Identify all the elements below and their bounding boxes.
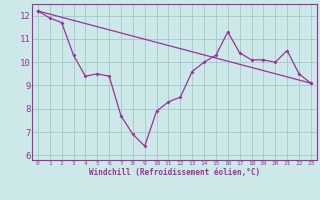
X-axis label: Windchill (Refroidissement éolien,°C): Windchill (Refroidissement éolien,°C) [89,168,260,177]
